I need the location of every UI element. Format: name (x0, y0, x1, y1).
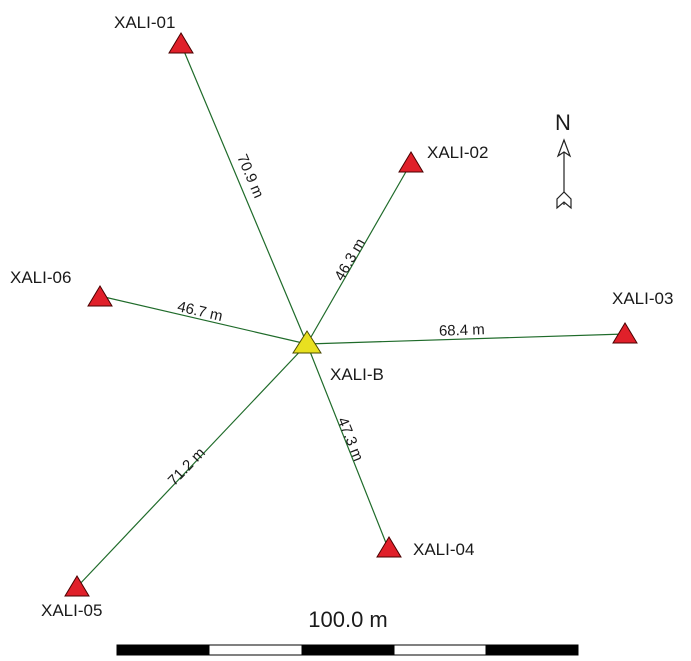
scale-segment-1 (116, 644, 210, 656)
distance-label-02: 46.3 m (331, 236, 369, 284)
baseline-01 (180, 43, 308, 345)
center-station-label: XALI-B (330, 365, 384, 384)
scale-label: 100.0 m (308, 607, 388, 632)
station-label-01: XALI-01 (114, 13, 175, 32)
distance-label-04: 47.3 m (334, 415, 367, 464)
baseline-04 (306, 343, 389, 549)
baseline-03 (306, 333, 626, 345)
station-labels: XALI-01 XALI-02 XALI-03 XALI-04 XALI-05 … (10, 13, 673, 620)
distance-labels: 70.9 m 46.3 m 68.4 m 47.3 m 71.2 m 46.7 … (165, 152, 485, 489)
distance-label-06: 46.7 m (176, 298, 225, 325)
north-arrow: N (555, 110, 572, 210)
station-marker-05[interactable] (64, 575, 90, 597)
north-arrow-icon (556, 138, 572, 210)
center-station-marker[interactable] (292, 330, 322, 354)
station-label-03: XALI-03 (612, 289, 673, 308)
station-label-06: XALI-06 (10, 268, 71, 287)
station-label-04: XALI-04 (413, 540, 474, 559)
scale-segment-4 (393, 644, 487, 656)
station-marker-04[interactable] (376, 536, 402, 558)
baseline-02 (306, 162, 412, 345)
station-marker-06[interactable] (87, 285, 113, 307)
distance-label-01: 70.9 m (233, 152, 267, 201)
baseline-05 (76, 343, 308, 588)
north-label: N (555, 110, 571, 135)
station-marker-03[interactable] (612, 322, 638, 344)
baselines (76, 43, 626, 588)
distance-label-03: 68.4 m (439, 321, 485, 339)
scale-segment-2 (208, 644, 303, 656)
station-markers (64, 32, 638, 597)
scale-segment-3 (301, 644, 395, 656)
station-marker-02[interactable] (398, 151, 424, 173)
baseline-06 (99, 295, 308, 345)
station-label-05: XALI-05 (41, 601, 102, 620)
distance-label-05: 71.2 m (165, 444, 209, 489)
scale-bar-segments (116, 644, 579, 656)
station-label-02: XALI-02 (427, 143, 488, 162)
station-marker-01[interactable] (168, 32, 194, 54)
scale-bar: 100.0 m (116, 607, 579, 656)
scale-segment-5 (485, 644, 579, 656)
